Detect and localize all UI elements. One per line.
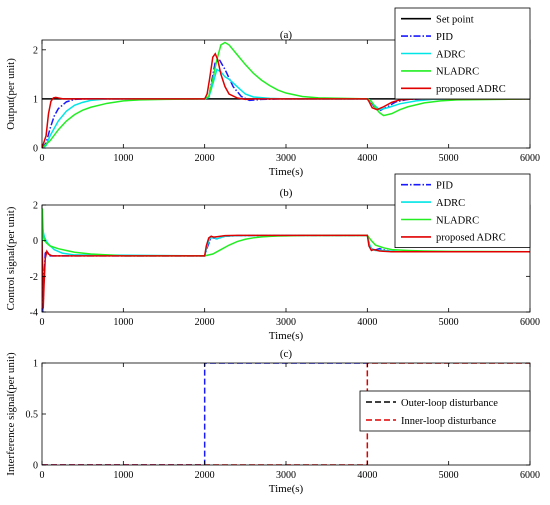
legend-entry: NLADRC [436, 67, 479, 78]
legend-entry: ADRC [436, 49, 465, 60]
legend: Set point PID ADRC NLADRC proposed ADRC [394, 7, 531, 100]
series-line-2-4 [42, 234, 530, 309]
legend-entry: PID [436, 181, 453, 192]
series-line-3-1 [42, 363, 368, 465]
x-tick-label: 4000 [357, 153, 377, 164]
chart-panel-3: 0 1000 2000 3000 4000 5000 6000 0 0.5 1 (c) Time(s)… [5, 348, 540, 495]
x-tick-label: 2000 [195, 470, 215, 481]
y-tick-label: 2 [33, 201, 38, 212]
x-tick-label: 1000 [113, 153, 133, 164]
chart-panel-2: 0 1000 2000 3000 4000 5000 6000 -4 -2 0 2 (b) Time(s… [5, 173, 540, 342]
panel-title: (a) [280, 29, 293, 41]
y-tick-label: 1 [33, 94, 38, 105]
x-tick-label: 6000 [520, 153, 540, 164]
x-axis-label: Time(s) [269, 483, 304, 495]
legend-entry: Inner-loop disturbance [401, 416, 496, 427]
y-tick-label: 0 [33, 144, 38, 155]
x-tick-label: 5000 [439, 317, 459, 328]
legend: Outer-loop disturbance Inner-loop disturb… [359, 390, 531, 432]
y-tick-label: 0.5 [26, 410, 39, 421]
chart-panel-1: 0 1000 2000 3000 4000 5000 6000 0 1 2 (a) Time(s) Ou… [5, 7, 540, 178]
legend: PID ADRC NLADRC proposed ADRC [394, 173, 531, 248]
x-tick-label: 0 [40, 470, 45, 481]
x-axis-label: Time(s) [269, 330, 304, 342]
series-line-1-3 [42, 68, 530, 148]
y-tick-label: 2 [33, 45, 38, 56]
legend-entry: Set point [436, 15, 474, 26]
x-tick-label: 3000 [276, 317, 296, 328]
x-tick-label: 1000 [113, 317, 133, 328]
x-tick-label: 2000 [195, 153, 215, 164]
x-tick-label: 0 [40, 317, 45, 328]
x-tick-label: 6000 [520, 470, 540, 481]
series-line-2-3 [42, 208, 530, 257]
x-tick-label: 2000 [195, 317, 215, 328]
series-line-1-4 [42, 41, 530, 148]
y-tick-label: -4 [30, 308, 38, 319]
y-tick-label: 1 [33, 359, 38, 370]
x-tick-label: 4000 [357, 470, 377, 481]
legend-entry: ADRC [436, 198, 465, 209]
legend-entry: PID [436, 32, 453, 43]
legend-entry: Outer-loop disturbance [401, 398, 498, 409]
x-tick-label: 6000 [520, 317, 540, 328]
y-tick-label: -2 [30, 272, 38, 283]
x-tick-label: 3000 [276, 470, 296, 481]
panel-title: (c) [280, 348, 293, 360]
x-tick-label: 0 [40, 153, 45, 164]
legend-entry: proposed ADRC [436, 84, 506, 95]
y-axis-label: Interference signal(per unit) [5, 352, 17, 476]
series-line-1-5 [42, 52, 530, 148]
y-axis-label: Control signal(per unit) [5, 206, 17, 310]
x-tick-label: 4000 [357, 317, 377, 328]
x-tick-label: 5000 [439, 470, 459, 481]
legend-entry: NLADRC [436, 215, 479, 226]
legend-box [394, 173, 531, 248]
y-tick-label: 0 [33, 461, 38, 472]
y-tick-label: 0 [33, 236, 38, 247]
x-tick-label: 5000 [439, 153, 459, 164]
panel-title: (b) [280, 187, 293, 199]
x-tick-label: 3000 [276, 153, 296, 164]
y-axis-label: Output(per unit) [5, 58, 17, 130]
legend-box [359, 390, 531, 432]
x-tick-label: 1000 [113, 470, 133, 481]
x-axis-label: Time(s) [269, 166, 304, 178]
legend-entry: proposed ADRC [436, 233, 506, 244]
